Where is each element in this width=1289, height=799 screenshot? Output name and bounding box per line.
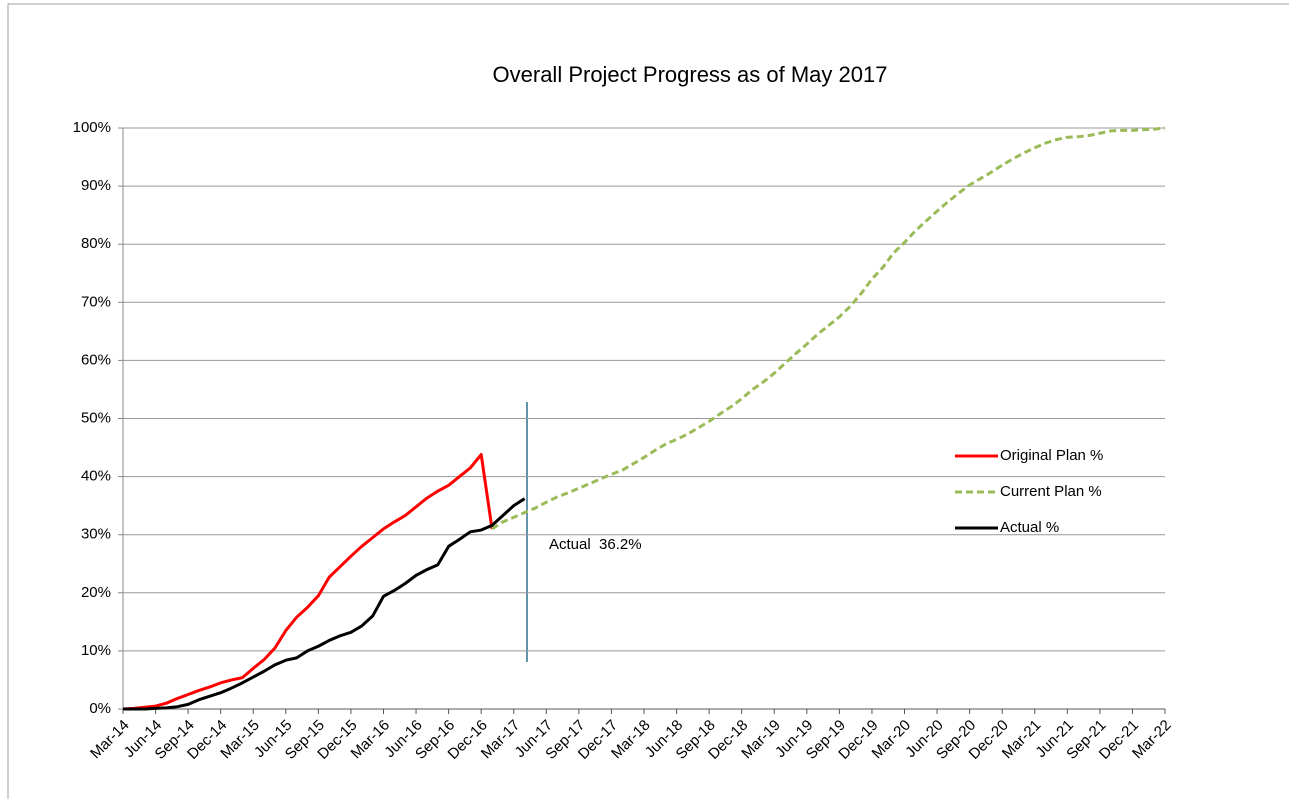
series-line (123, 497, 526, 711)
y-tick-label: 70% (81, 293, 111, 310)
annotation: Actual 36.2% (549, 536, 642, 553)
y-tick-label: 60% (81, 351, 111, 368)
legend-label: Actual % (1000, 519, 1059, 536)
y-tick-label: 20% (81, 584, 111, 601)
series-line (122, 453, 494, 711)
y-tick-label: 90% (81, 177, 111, 194)
y-tick-label: 100% (73, 119, 111, 136)
chart-frame (7, 3, 1289, 799)
y-tick-label: 30% (81, 526, 111, 543)
chart-title: Overall Project Progress as of May 2017 (493, 62, 888, 87)
series-line (491, 126, 1166, 531)
y-tick-label: 10% (81, 642, 111, 659)
legend-label: Current Plan % (1000, 483, 1102, 500)
y-tick-label: 0% (89, 700, 111, 717)
y-tick-label: 50% (81, 409, 111, 426)
legend-label: Original Plan % (1000, 447, 1103, 464)
y-tick-label: 80% (81, 235, 111, 252)
y-tick-label: 40% (81, 468, 111, 485)
